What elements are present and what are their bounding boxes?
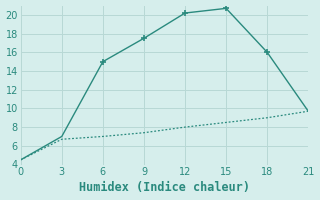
X-axis label: Humidex (Indice chaleur): Humidex (Indice chaleur) <box>79 181 250 194</box>
